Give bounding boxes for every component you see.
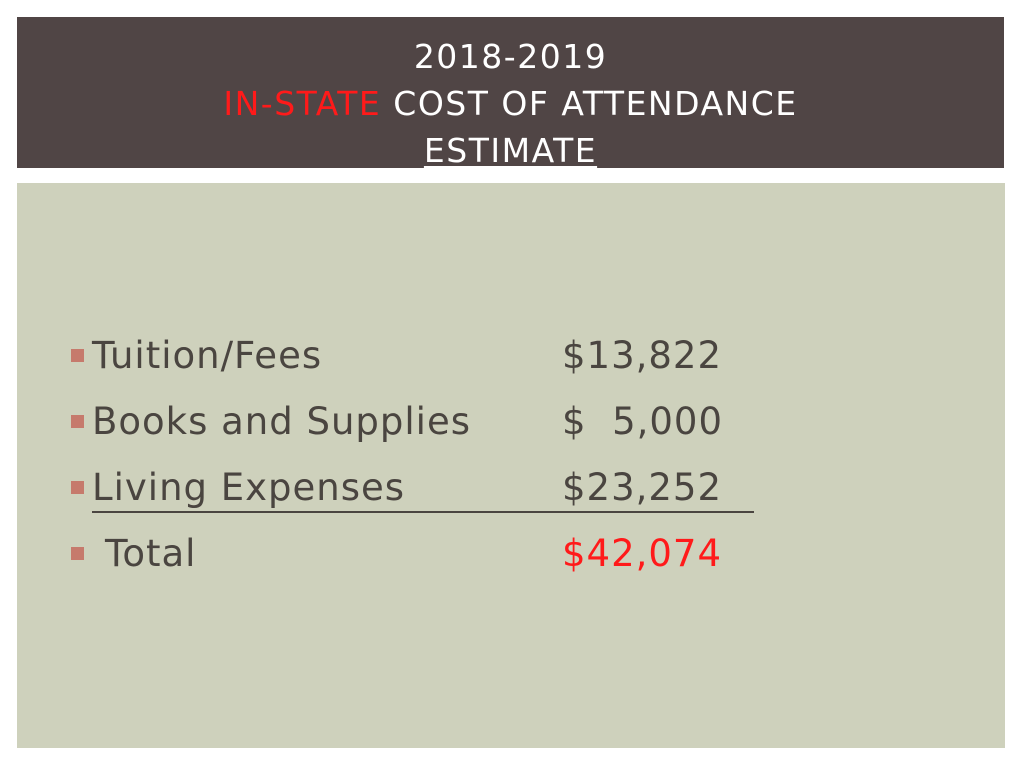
cost-list: Tuition/Fees $13,822 Books and Supplies … <box>71 328 771 592</box>
cost-item-label: Books and Supplies <box>92 400 472 443</box>
total-label: Total <box>105 532 197 575</box>
slide-title: 2018-2019 IN-STATE COST OF ATTENDANCE ES… <box>17 17 1004 170</box>
total-value: $42,074 <box>562 532 723 575</box>
cost-item-value: $13,822 <box>562 334 723 377</box>
sum-underline <box>92 511 754 513</box>
title-main: IN-STATE COST OF ATTENDANCE <box>17 80 1004 127</box>
cost-item-label: Living Expenses <box>92 466 406 509</box>
bullet-square-icon <box>71 349 84 362</box>
cost-item-tuition: Tuition/Fees $13,822 <box>71 328 771 394</box>
bullet-square-icon <box>71 415 84 428</box>
cost-item-value: $23,252 <box>562 466 723 509</box>
cost-total: Total $42,074 <box>71 526 771 592</box>
cost-item-value: $ 5,000 <box>562 400 723 443</box>
slide-content: Tuition/Fees $13,822 Books and Supplies … <box>17 183 1005 748</box>
bullet-square-icon <box>71 481 84 494</box>
cost-item-label: Tuition/Fees <box>92 334 323 377</box>
title-accent-in-state: IN-STATE <box>223 84 382 123</box>
title-year: 2018-2019 <box>413 37 608 76</box>
bullet-square-icon <box>71 547 84 560</box>
cost-item-living: Living Expenses $23,252 <box>71 460 771 526</box>
title-estimate: ESTIMATE <box>423 131 598 170</box>
title-cost-of-attendance: COST OF ATTENDANCE <box>381 84 798 123</box>
cost-item-books: Books and Supplies $ 5,000 <box>71 394 771 460</box>
